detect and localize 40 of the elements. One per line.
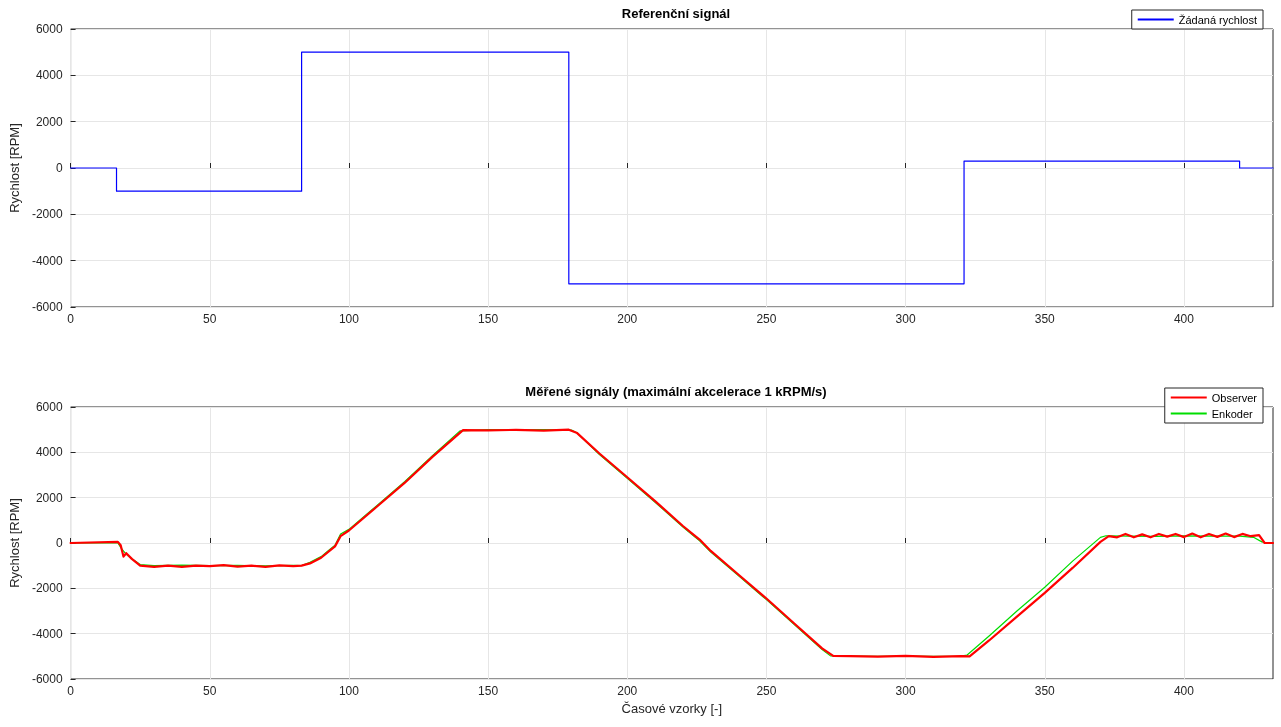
y-tick-label: -4000: [31, 626, 63, 641]
x-tick-label: 400: [1173, 312, 1195, 326]
x-tick-label: 300: [895, 312, 916, 326]
chart-title: Referenční signál: [621, 6, 731, 21]
y-tick-label: 6000: [35, 400, 63, 414]
y-tick-label: -6000: [31, 672, 63, 686]
y-tick-label: -4000: [31, 253, 63, 268]
y-axis-title: Rychlost [RPM]: [7, 123, 22, 213]
x-tick-label: 200: [617, 684, 638, 698]
x-tick-label: 100: [338, 312, 360, 326]
x-tick-label: 350: [1034, 684, 1056, 698]
x-tick-label: 50: [203, 312, 217, 326]
y-tick-label: -2000: [31, 581, 63, 596]
x-tick-label: 0: [67, 684, 75, 698]
y-tick-label: 0: [55, 536, 63, 550]
y-tick-label: 2000: [35, 114, 63, 129]
y-tick-label: 4000: [35, 68, 63, 83]
y-tick-label: 2000: [35, 490, 63, 505]
x-tick-label: 0: [67, 312, 75, 326]
x-tick-label: 200: [617, 312, 638, 326]
x-tick-label: 250: [756, 684, 777, 698]
y-axis-title: Rychlost [RPM]: [7, 498, 22, 588]
y-tick-label: 4000: [35, 445, 63, 460]
legend-label: Žádaná rychlost: [1178, 13, 1257, 26]
legend-label: Observer: [1211, 391, 1258, 404]
x-tick-label: 150: [478, 684, 499, 698]
x-tick-label: 300: [895, 684, 916, 698]
chart-title: Měřené signály (maximální akcelerace 1 kRPM/s): [525, 384, 827, 399]
x-tick-label: 350: [1034, 312, 1056, 326]
x-tick-label: 150: [478, 312, 499, 326]
y-tick-label: -2000: [31, 207, 63, 222]
y-tick-label: -6000: [31, 300, 63, 314]
y-tick-label: 6000: [35, 22, 63, 36]
x-tick-label: 400: [1173, 684, 1195, 698]
x-tick-label: 50: [203, 684, 217, 698]
x-tick-label: 100: [338, 684, 360, 698]
legend-label: Enkoder: [1211, 407, 1254, 420]
x-tick-label: 250: [756, 312, 777, 326]
y-tick-label: 0: [55, 161, 63, 175]
x-axis-title: Časové vzorky [-]: [621, 700, 723, 716]
